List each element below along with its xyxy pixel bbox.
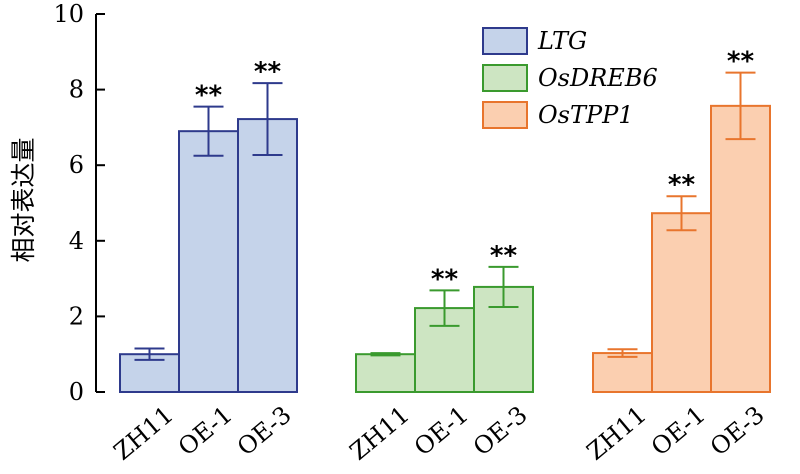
bar-group-osdreb6: ZH11 ** OE-1 ** OE-3 xyxy=(344,241,534,466)
y-tick-label: 4 xyxy=(69,227,84,255)
legend-item-ltg: LTG xyxy=(482,27,587,55)
significance-mark: ** xyxy=(727,47,755,77)
x-tick-label: ZH11 xyxy=(344,401,414,466)
legend-label: OsTPP1 xyxy=(538,101,634,129)
significance-mark: ** xyxy=(254,57,282,87)
x-tick-label: OE-3 xyxy=(232,401,297,462)
bar xyxy=(178,130,239,393)
x-tick-label: ZH11 xyxy=(108,401,178,466)
x-tick-label: ZH11 xyxy=(581,401,651,466)
bar xyxy=(355,353,416,394)
bars-layer: ZH11 ** OE-1 ** OE-3 ZH11 ** OE-1 ** OE-3 ZH11 ** OE… xyxy=(108,47,771,466)
bar xyxy=(592,352,653,394)
x-tick-label: OE-1 xyxy=(173,401,238,462)
legend-label: OsDREB6 xyxy=(538,64,658,92)
legend-item-ostpp1: OsTPP1 xyxy=(482,101,634,129)
legend: LTG OsDREB6 OsTPP1 xyxy=(482,27,658,129)
significance-mark: ** xyxy=(668,170,696,200)
x-tick-label: OE-1 xyxy=(409,401,474,462)
bar-group-ostpp1: ZH11 ** OE-1 ** OE-3 xyxy=(581,47,771,466)
axes: 0 2 4 6 8 10 xyxy=(53,0,105,406)
bar xyxy=(473,285,534,393)
legend-swatch xyxy=(482,101,528,129)
significance-mark: ** xyxy=(490,241,518,271)
y-tick-label: 10 xyxy=(53,0,84,28)
y-tick-label: 6 xyxy=(69,151,84,179)
bar xyxy=(237,118,298,393)
y-tick-label: 0 xyxy=(69,378,84,406)
x-tick-label: OE-1 xyxy=(646,401,711,462)
significance-mark: ** xyxy=(431,264,459,294)
y-axis-label: 相对表达量 xyxy=(9,137,38,262)
bar xyxy=(651,212,712,393)
x-tick-label: OE-3 xyxy=(468,401,533,462)
legend-swatch xyxy=(482,27,528,55)
legend-label: LTG xyxy=(537,27,587,55)
x-tick-label: OE-3 xyxy=(705,401,770,462)
bar xyxy=(710,104,771,393)
y-tick-label: 2 xyxy=(69,302,84,330)
significance-mark: ** xyxy=(195,81,223,111)
bar-group-ltg: ZH11 ** OE-1 ** OE-3 xyxy=(108,57,298,466)
legend-item-osdreb6: OsDREB6 xyxy=(482,64,658,92)
legend-swatch xyxy=(482,64,528,92)
y-tick-label: 8 xyxy=(69,76,84,104)
